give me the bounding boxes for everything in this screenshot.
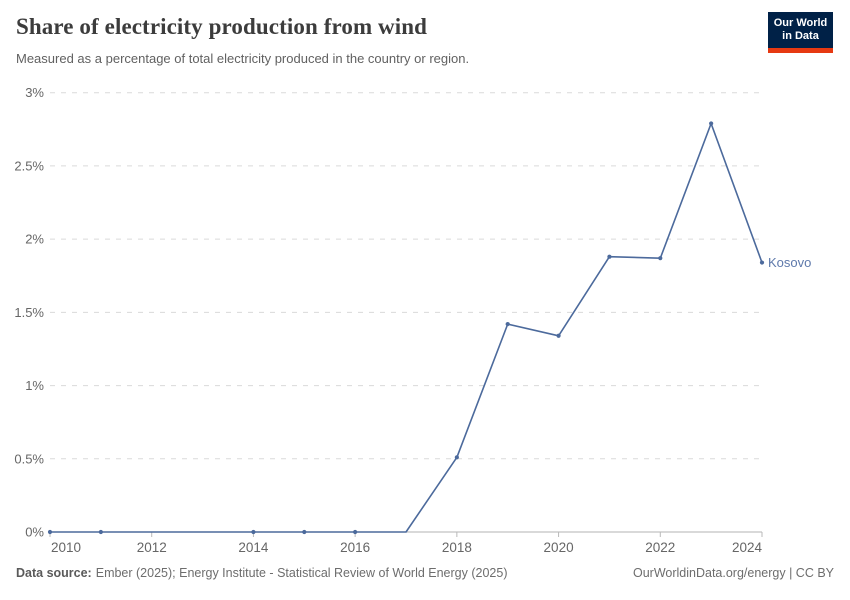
x-axis-tick-label: 2016 bbox=[340, 540, 370, 555]
owid-logo: Our World in Data bbox=[768, 12, 833, 53]
attribution-link[interactable]: OurWorldinData.org/energy | CC BY bbox=[632, 566, 834, 580]
data-point-marker[interactable] bbox=[607, 254, 612, 259]
chart-footer: Data source: Ember (2025); Energy Institu… bbox=[16, 566, 834, 580]
data-point-marker[interactable] bbox=[251, 529, 256, 535]
attribution: OurWorldinData.org/energy | CC BY bbox=[633, 566, 834, 580]
data-point-marker[interactable] bbox=[556, 333, 561, 338]
y-axis-tick-label: 2% bbox=[25, 232, 44, 247]
data-point-marker[interactable] bbox=[454, 455, 459, 460]
data-point-marker[interactable] bbox=[353, 529, 358, 535]
y-axis-tick-label: 3% bbox=[25, 85, 44, 100]
data-point-marker[interactable] bbox=[47, 529, 53, 535]
owid-logo-stripe bbox=[768, 48, 833, 53]
data-source-text: Ember (2025); Energy Institute - Statist… bbox=[95, 566, 508, 580]
page-title: Share of electricity production from win… bbox=[16, 14, 428, 39]
x-axis-tick-label: 2022 bbox=[645, 540, 675, 555]
y-axis-tick-label: 1.5% bbox=[14, 305, 44, 320]
data-point-marker[interactable] bbox=[759, 260, 765, 265]
x-axis-tick-label: 2024 bbox=[732, 540, 763, 555]
data-source-label: Data source: bbox=[16, 566, 92, 580]
x-axis-tick-label: 2012 bbox=[137, 540, 167, 555]
data-point-marker[interactable] bbox=[98, 529, 103, 535]
line-chart[interactable]: 0% 0.5% 1% 1.5% 2% 2.5% 3% 2010 2012 2014 2016 2018… bbox=[0, 85, 850, 555]
data-point-marker[interactable] bbox=[658, 256, 663, 261]
y-axis-tick-label: 0% bbox=[25, 525, 44, 540]
x-axis-tick-label: 2018 bbox=[442, 540, 472, 555]
y-axis-tick-label: 2.5% bbox=[14, 158, 44, 173]
x-axis-tick-label: 2020 bbox=[544, 540, 574, 555]
chart-subtitle: Measured as a percentage of total electr… bbox=[16, 51, 470, 66]
x-axis-tick-label: 2010 bbox=[51, 540, 81, 555]
series-line[interactable] bbox=[49, 122, 763, 533]
series-entity-label[interactable]: Kosovo bbox=[768, 255, 811, 270]
chart-area[interactable]: 0% 0.5% 1% 1.5% 2% 2.5% 3% 2010 2012 2014 2016 2018… bbox=[0, 85, 850, 555]
owid-logo-line1: Our World bbox=[773, 17, 828, 29]
owid-logo-line2: in Data bbox=[782, 30, 819, 42]
x-axis-tick-label: 2014 bbox=[238, 540, 269, 555]
y-axis-tick-label: 1% bbox=[25, 378, 44, 393]
data-source: Data source: Ember (2025); Energy Institu… bbox=[16, 566, 507, 580]
y-axis-tick-label: 0.5% bbox=[14, 451, 44, 466]
data-point-marker[interactable] bbox=[302, 529, 307, 535]
data-point-marker[interactable] bbox=[709, 121, 714, 126]
data-point-marker[interactable] bbox=[505, 321, 510, 327]
